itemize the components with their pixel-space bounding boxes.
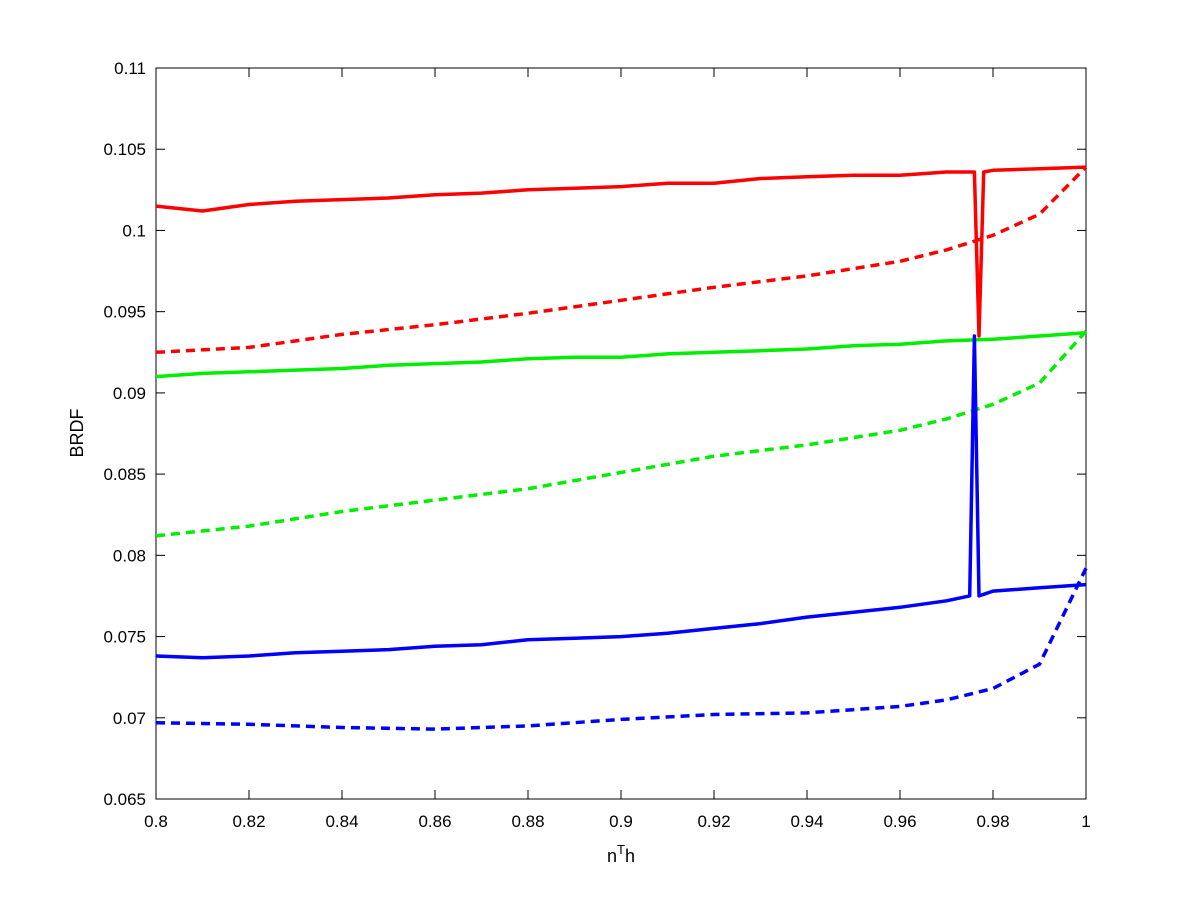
x-axis-label-superscript: T	[617, 842, 625, 857]
plot-area	[155, 67, 1087, 800]
y-tick-label: 0.07	[113, 709, 146, 728]
x-tick-label: 0.82	[232, 812, 265, 831]
x-tick-label: 1	[1081, 812, 1090, 831]
series-line-3	[155, 330, 1088, 538]
x-tick-label: 0.98	[976, 812, 1009, 831]
x-tick-label: 0.84	[325, 812, 358, 831]
x-tick-label: 0.92	[697, 812, 730, 831]
y-axis-label: BRDF	[67, 408, 87, 457]
x-tick-label: 0.96	[883, 812, 916, 831]
plot-frame	[155, 67, 1087, 800]
series-line-0	[155, 165, 1087, 338]
y-tick-label: 0.065	[103, 790, 146, 809]
series-line-2	[155, 331, 1087, 379]
y-tick-label: 0.09	[113, 384, 146, 403]
series-line-1	[155, 165, 1088, 355]
x-axis-label-base: n	[607, 846, 617, 866]
y-tick-label: 0.095	[103, 303, 146, 322]
x-tick-label: 0.8	[144, 812, 168, 831]
x-axis-label-tail: h	[625, 846, 635, 866]
y-tick-label: 0.105	[103, 140, 146, 159]
x-axis-label: nTh	[607, 842, 635, 866]
y-tick-label: 0.11	[114, 59, 146, 78]
series-layer	[155, 165, 1088, 731]
y-tick-label: 0.085	[103, 465, 146, 484]
x-tick-label: 0.88	[511, 812, 544, 831]
x-tick-label: 0.9	[609, 812, 633, 831]
y-tick-label: 0.1	[122, 221, 146, 240]
x-tick-label: 0.94	[790, 812, 823, 831]
x-axis-ticks: 0.8 0.82 0.84 0.86 0.88 0.9 0.92 0.94 0.96 0.98 1	[144, 68, 1091, 831]
y-axis-ticks: 0.065 0.07 0.075 0.08 0.085 0.09 0.095 0.1 0.105…	[103, 59, 1086, 809]
series-line-4	[155, 334, 1087, 660]
y-tick-label: 0.075	[103, 628, 146, 647]
x-tick-label: 0.86	[418, 812, 451, 831]
series-line-5	[155, 567, 1088, 731]
y-tick-label: 0.08	[113, 546, 146, 565]
